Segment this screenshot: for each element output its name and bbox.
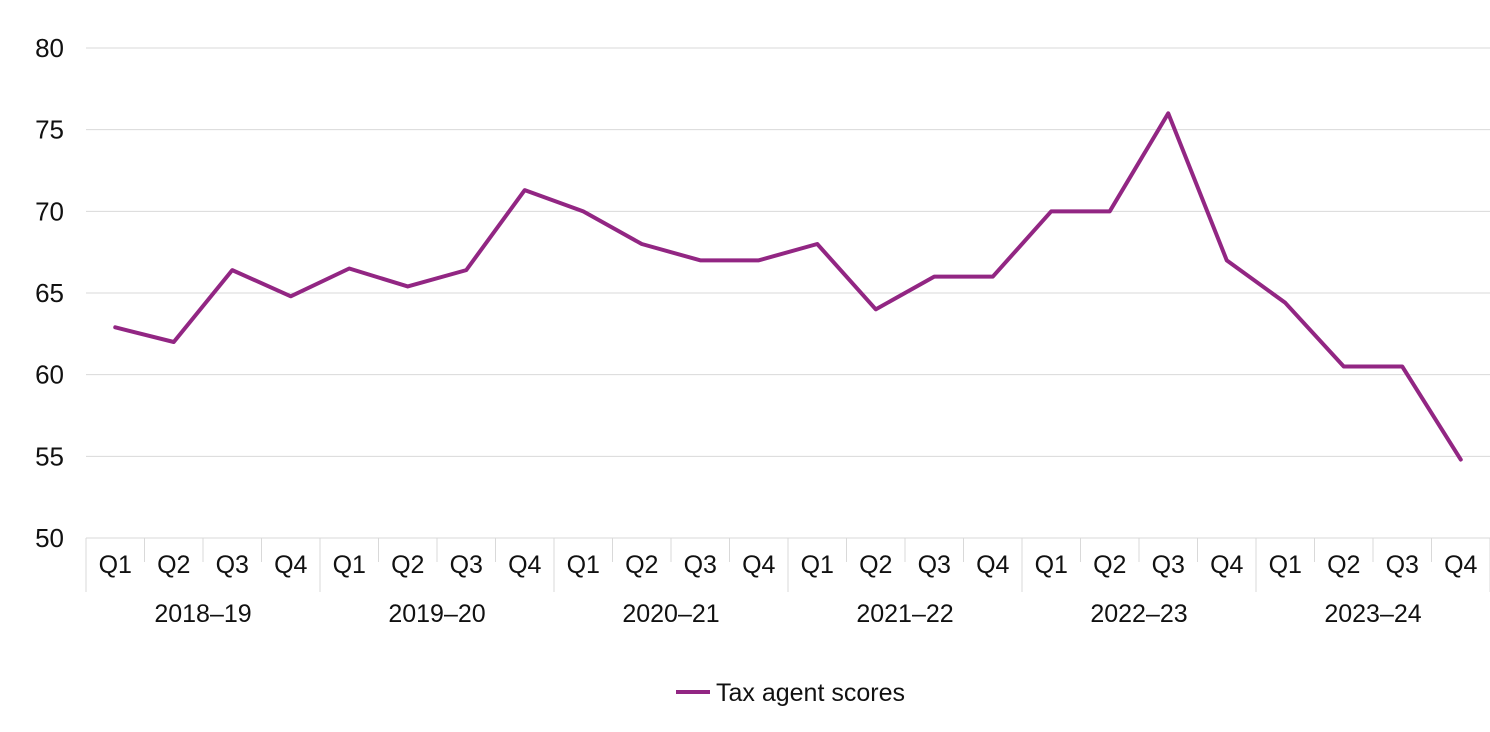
y-tick-label: 65 (35, 278, 64, 308)
y-tick-label: 70 (35, 196, 64, 226)
quarter-label: Q1 (567, 551, 600, 579)
year-label: 2018–19 (154, 600, 251, 628)
quarter-label: Q4 (1444, 551, 1477, 579)
quarter-label: Q1 (1269, 551, 1302, 579)
y-tick-label: 80 (35, 33, 64, 63)
year-label: 2019–20 (388, 600, 485, 628)
quarter-label: Q2 (625, 551, 658, 579)
year-label: 2021–22 (856, 600, 953, 628)
quarter-label: Q2 (859, 551, 892, 579)
quarter-label: Q1 (99, 551, 132, 579)
y-tick-label: 55 (35, 441, 64, 471)
gridlines (86, 47, 1490, 457)
quarter-label: Q3 (684, 551, 717, 579)
quarter-label: Q3 (216, 551, 249, 579)
x-axis: Q1 Q2 Q3 Q4 Q1 Q2 Q3 Q4 Q1 Q2 Q3 Q4 Q1 Q2 Q3 Q4 Q1 Q2 Q3 Q4… (85, 537, 1490, 628)
quarter-label: Q2 (391, 551, 424, 579)
quarter-label: Q4 (742, 551, 775, 579)
quarter-label: Q4 (274, 551, 307, 579)
quarter-label: Q2 (157, 551, 190, 579)
quarter-label: Q1 (801, 551, 834, 579)
quarter-label: Q1 (333, 551, 366, 579)
series-line (113, 111, 1463, 462)
y-tick-label: 60 (35, 360, 64, 390)
legend: Tax agent scores (676, 679, 905, 707)
quarter-label: Q3 (1386, 551, 1419, 579)
quarter-label: Q4 (508, 551, 541, 579)
y-axis: 50 55 60 65 70 75 80 (35, 33, 64, 553)
y-tick-label: 50 (35, 523, 64, 553)
quarter-label: Q3 (450, 551, 483, 579)
series-layer (113, 111, 1463, 462)
quarter-label: Q1 (1035, 551, 1068, 579)
legend-label: Tax agent scores (716, 679, 905, 707)
quarter-label: Q3 (1152, 551, 1185, 579)
quarter-label: Q4 (976, 551, 1009, 579)
year-label: 2022–23 (1090, 600, 1187, 628)
quarter-label: Q2 (1093, 551, 1126, 579)
y-tick-label: 75 (35, 115, 64, 145)
year-label: 2020–21 (622, 600, 719, 628)
quarter-label: Q2 (1327, 551, 1360, 579)
quarter-label: Q4 (1210, 551, 1243, 579)
year-label: 2023–24 (1324, 600, 1421, 628)
quarter-label: Q3 (918, 551, 951, 579)
